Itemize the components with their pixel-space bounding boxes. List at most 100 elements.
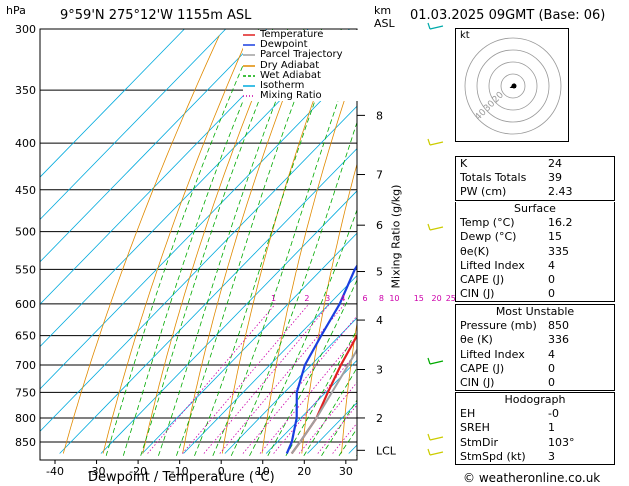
pressure-tick-label: 450 (15, 184, 36, 197)
row-label: CIN (J) (460, 375, 495, 389)
dry-adiabat (261, 61, 357, 454)
wind-barb (429, 451, 444, 456)
x-tick-label: 10 (256, 465, 270, 478)
legend: Temperature Dewpoint Parcel Trajectory Dry … (243, 29, 361, 102)
row-label: Dewp (°C) (460, 230, 517, 244)
isotherm-line (40, 29, 268, 263)
wet-adiabat (212, 45, 357, 456)
pressure-tick-label: 350 (15, 84, 36, 97)
isotherm-line (40, 29, 185, 178)
km-tick-label: 5 (376, 266, 383, 279)
mixing-ratio-label: 4 (340, 294, 345, 303)
copyright-label: © weatheronline.co.uk (463, 471, 601, 485)
km-tick-label: 7 (376, 169, 383, 182)
x-tick-label: -20 (129, 465, 147, 478)
dry-adiabat (221, 35, 338, 454)
isotherm-line (40, 29, 309, 305)
pressure-tick-label: 300 (15, 23, 36, 36)
legend-label: Dry Adiabat (260, 59, 320, 71)
legend-label: Temperature (260, 29, 324, 40)
table-row: θe(K) 335 (456, 245, 614, 259)
km-tick-label: 3 (376, 364, 383, 377)
x-axis-label: Dewpoint / Temperature (°C) (88, 470, 275, 485)
legend-swatch (243, 44, 255, 47)
hodograph-panel: kt 20 30 40 (455, 28, 569, 142)
legend-swatch (243, 75, 255, 77)
table-row: CAPE (J) 0 (456, 273, 614, 287)
row-value: 3 (548, 449, 555, 463)
legend-label: Mixing Ratio (260, 90, 322, 102)
dry-adiabat (182, 35, 308, 454)
row-value: 16.2 (548, 216, 573, 230)
legend-entry: Parcel Trajectory (243, 50, 361, 60)
x-tick-label: -10 (171, 465, 189, 478)
wet-adiabat (122, 29, 274, 456)
storm-motion-marker (511, 83, 517, 89)
row-value: 103° (548, 435, 575, 449)
mixing-ratio-line (182, 303, 310, 454)
mixing-ratio-line (317, 404, 357, 454)
legend-entry: Mixing Ratio (243, 90, 361, 102)
hodograph-unit: kt (460, 30, 470, 41)
wind-barb (429, 360, 444, 365)
surface-title: Surface (514, 202, 556, 215)
row-label: PW (cm) (460, 185, 507, 199)
dry-adiabat (62, 35, 220, 454)
isotherm-line (141, 232, 357, 454)
km-tick-label: 6 (376, 219, 383, 232)
mixing-ratio-label: 10 (389, 294, 399, 303)
row-label: CAPE (J) (460, 272, 505, 286)
mixing-ratio-line (332, 422, 357, 454)
pressure-tick-label: 400 (15, 137, 36, 150)
wet-adiabat (249, 208, 357, 456)
km-tick-label: 2 (376, 412, 383, 425)
legend-entry: Wet Adiabat (243, 70, 361, 81)
x-tick-label: 30 (339, 465, 353, 478)
wet-adiabat (140, 29, 289, 456)
table-row: Lifted Index 4 (456, 259, 614, 273)
pressure-unit-label: hPa (6, 4, 26, 17)
wet-adiabat (230, 121, 357, 456)
legend-swatch (243, 54, 255, 57)
mixing-ratio-label: 20 (432, 294, 442, 303)
hodograph-ring (500, 73, 526, 99)
row-label: Lifted Index (460, 258, 525, 272)
km-tick-label: 4 (376, 314, 383, 327)
pressure-tick-label: 550 (15, 263, 36, 276)
row-label: Temp (°C) (460, 216, 515, 230)
table-row: Temp (°C) 16.2 (456, 216, 614, 230)
legend-label: Dewpoint (260, 39, 308, 51)
mixing-ratio-label: 6 (363, 294, 368, 303)
table-row: CIN (J) 0 (456, 376, 614, 390)
pressure-tick-label: 850 (15, 436, 36, 449)
hodograph-stats-table: Hodograph EH -0 SREH 1 StmDir 103° StmSpd (kt)… (455, 392, 615, 465)
mixing-ratio-line (242, 315, 357, 454)
dewpoint-line (285, 263, 357, 454)
indices-table: K 24 Totals Totals 39 PW (cm) 2.43 (455, 156, 615, 201)
dry-adiabat (301, 162, 357, 454)
mixing-ratio-line (219, 303, 346, 454)
pressure-tick-label: 650 (15, 330, 36, 343)
table-row: θe (K) 336 (456, 333, 614, 347)
mixing-ratio-label: 8 (379, 294, 384, 303)
mixing-ratio-line (147, 303, 276, 454)
table-row: Dewp (°C) 15 (456, 230, 614, 244)
isotherm-line (100, 190, 357, 454)
legend-label: Isotherm (260, 79, 305, 91)
row-value: 1 (548, 421, 555, 435)
row-value: 335 (548, 244, 569, 258)
row-label: Pressure (mb) (460, 319, 537, 333)
table-row: EH -0 (456, 407, 614, 421)
hodograph-table-title: Hodograph (504, 393, 566, 406)
plot-frame (39, 28, 358, 461)
location-title: 9°59'N 275°12'W 1155m ASL (60, 8, 252, 23)
wind-barb (427, 138, 431, 146)
mixing-ratio-label: 15 (414, 294, 424, 303)
most-unstable-title: Most Unstable (495, 305, 575, 318)
row-label: SREH (460, 421, 490, 435)
row-label: EH (460, 407, 476, 421)
legend-entry: Temperature (243, 29, 361, 40)
wet-adiabat (158, 29, 305, 456)
row-label: θe(K) (460, 244, 490, 258)
